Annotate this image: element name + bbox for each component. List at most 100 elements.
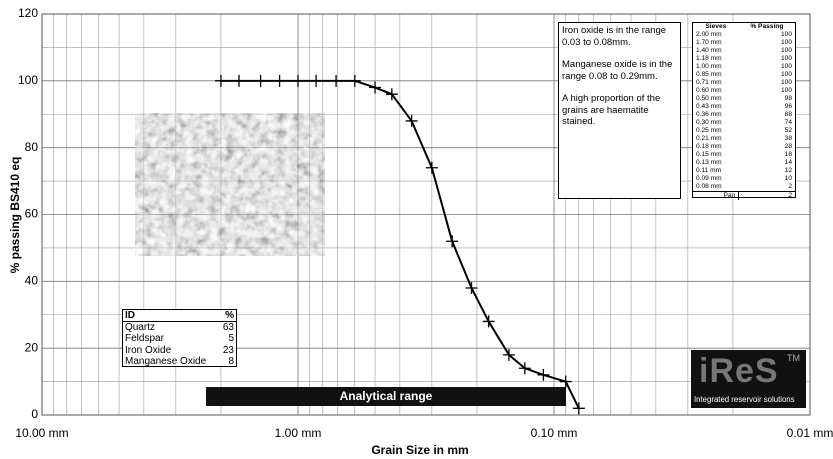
- row: 0.36 mm 88: [693, 111, 795, 119]
- cell: 100: [780, 79, 792, 86]
- row: 0.60 mm 100: [693, 87, 795, 95]
- y-tick-label: 60: [25, 207, 39, 221]
- row: 0.15 mm 18: [693, 151, 795, 159]
- y-axis-label: % passing BS410 eq: [8, 157, 22, 274]
- point-marker: [425, 161, 438, 174]
- cell: 63: [222, 322, 234, 334]
- note: Manganese oxide is in the range 0.08 to …: [562, 59, 673, 82]
- x-axis-label: Grain Size in mm: [371, 443, 468, 457]
- row: 0.13 mm 14: [693, 159, 795, 167]
- cell: 100: [780, 87, 792, 94]
- row: 1.40 mm 100: [693, 47, 795, 55]
- cell: 100: [780, 39, 792, 46]
- cell: 98: [784, 95, 792, 102]
- row: 1.70 mm 100: [693, 39, 795, 47]
- x-tick-label: 10.00 mm: [15, 426, 68, 440]
- y-tick-label: 0: [31, 407, 38, 421]
- point-marker: [369, 81, 382, 94]
- point-marker: [405, 114, 418, 127]
- cell: 100: [780, 55, 792, 62]
- cell: 0.25 mm: [696, 127, 722, 134]
- photo-texture: [135, 113, 325, 256]
- cell: 88: [784, 111, 792, 118]
- logo-tagline: Integrated reservoir solutions: [694, 395, 795, 404]
- cell: Feldspar: [125, 333, 164, 345]
- row: 0.43 mm 96: [693, 103, 795, 111]
- point-marker: [292, 74, 304, 87]
- cell: 0.60 mm: [696, 87, 722, 94]
- cell: 0.09 mm: [696, 175, 722, 182]
- row: 0.30 mm 74: [693, 119, 795, 127]
- cell: Manganese Oxide: [125, 355, 207, 367]
- sieve-table: Sieves% Passing 2.00 mm 100 1.70 mm 100 1.40 …: [692, 22, 796, 200]
- point-marker: [385, 88, 398, 101]
- logo-mark: TM: [787, 353, 800, 363]
- row: 0.85 mm 100: [693, 71, 795, 79]
- cell: 0.18 mm: [696, 143, 722, 150]
- cell: 0.50 mm: [696, 95, 722, 102]
- cell: 100: [780, 71, 792, 78]
- row: 0.50 mm 98: [693, 95, 795, 103]
- cell: 52: [784, 127, 792, 134]
- point-marker: [465, 282, 478, 295]
- row: 0.25 mm 52: [693, 127, 795, 135]
- analytical-range: Analytical range: [206, 387, 566, 406]
- row: Feldspar 5: [123, 333, 236, 344]
- cell: 2: [788, 183, 792, 190]
- point-marker: [233, 74, 246, 87]
- cell: 96: [784, 103, 792, 110]
- header-cell: ID: [123, 310, 219, 323]
- cell: 0.43 mm: [696, 103, 722, 110]
- cell: 0.13 mm: [696, 159, 722, 166]
- header-cell: %: [218, 310, 236, 323]
- cell: Iron Oxide: [125, 344, 172, 356]
- header-cell: Sieves: [705, 23, 727, 30]
- row: Pan 2: [693, 191, 795, 200]
- cell: 10: [784, 175, 792, 182]
- cell: 5: [228, 333, 234, 345]
- point-marker: [214, 74, 227, 87]
- point-marker: [348, 74, 361, 87]
- point-marker: [537, 368, 550, 381]
- point-marker: [330, 74, 343, 87]
- y-tick-label: 20: [25, 340, 39, 354]
- cell: 0.36 mm: [696, 111, 722, 118]
- cell: 18: [784, 151, 792, 158]
- point-marker: [502, 348, 515, 361]
- row: 1.00 mm 100: [693, 63, 795, 71]
- y-tick-label: 80: [25, 140, 39, 154]
- cell: 0.08 mm: [696, 183, 722, 190]
- cell: 1.40 mm: [696, 47, 722, 54]
- cell: 1.18 mm: [696, 55, 722, 62]
- cell: 0.71 mm: [696, 79, 722, 86]
- note: A high proportion of the grains are haem…: [562, 93, 661, 127]
- x-tick-label: 0.10 mm: [531, 426, 578, 440]
- y-tick-label: 100: [18, 73, 38, 87]
- header-cell: % Passing: [750, 23, 784, 30]
- cell: 2.00 mm: [696, 31, 722, 38]
- point-marker: [273, 74, 286, 87]
- row: Iron Oxide 23: [123, 345, 236, 356]
- y-tick-label: 120: [18, 6, 38, 20]
- y-tick-label: 40: [25, 274, 39, 288]
- cell: 74: [784, 119, 792, 126]
- x-tick-label: 1.00 mm: [275, 426, 322, 440]
- row: 0.08 mm 2: [693, 183, 795, 192]
- point-marker: [559, 375, 572, 388]
- cell: 100: [780, 63, 792, 70]
- row: 0.11 mm 12: [693, 167, 795, 175]
- cell: 28: [784, 143, 792, 150]
- cell: 0.15 mm: [696, 151, 722, 158]
- header-row: ID%: [123, 310, 236, 323]
- table: ID% Quartz 63 Feldspar 5 Iron Oxide 23 Manganes…: [123, 310, 236, 367]
- row: 2.00 mm 100: [693, 31, 795, 39]
- cell: 0.85 mm: [696, 71, 722, 78]
- x-tick-label: 0.01 mm: [787, 426, 833, 440]
- cell: 8: [228, 355, 234, 367]
- note: Iron oxide is in the range 0.03 to 0.08m…: [562, 25, 667, 48]
- plot-frame: [41, 13, 811, 416]
- cell: 12: [784, 167, 792, 174]
- table: Sieves% Passing 2.00 mm 100 1.70 mm 100 1.40 …: [693, 23, 795, 200]
- point-marker: [446, 235, 459, 248]
